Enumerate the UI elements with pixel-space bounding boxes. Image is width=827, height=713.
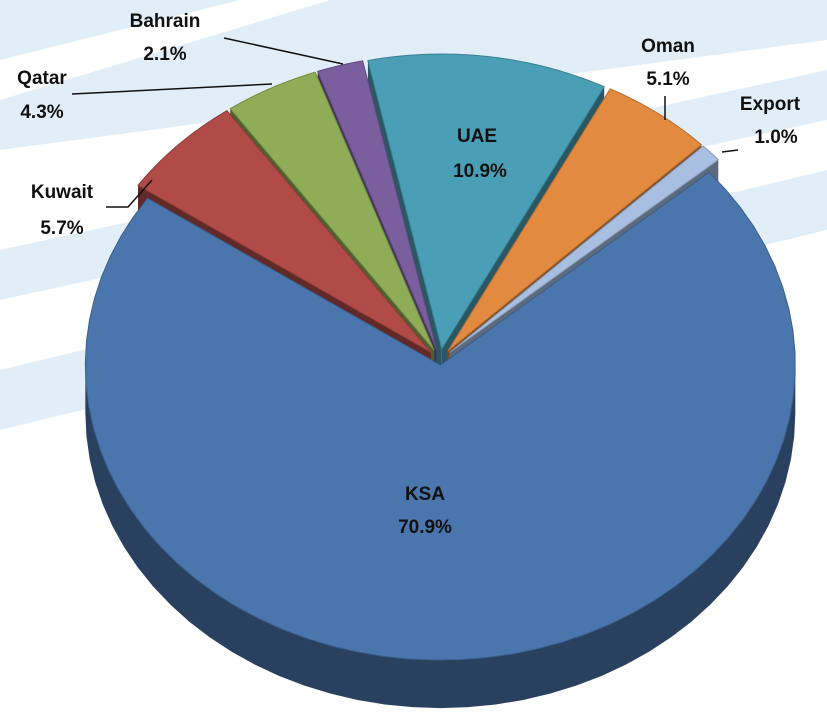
value-label: 10.9% xyxy=(453,161,507,182)
slice xyxy=(367,53,605,351)
value-label: 1.0% xyxy=(754,127,797,148)
value-label: 5.1% xyxy=(646,69,689,90)
labels: UAE 10.9% Oman 5.1% Export 1.0% KSA 70.9% Kuwait… xyxy=(17,11,801,538)
slice xyxy=(449,145,720,353)
category-label: Bahrain xyxy=(130,11,201,32)
slice xyxy=(137,110,432,353)
slice xyxy=(84,171,796,661)
pie-tops xyxy=(84,53,796,661)
slice-side xyxy=(85,365,796,709)
leader-line xyxy=(223,37,344,65)
category-label: Qatar xyxy=(17,68,67,89)
category-label: Oman xyxy=(641,36,695,57)
value-label: 70.9% xyxy=(398,517,452,538)
slice xyxy=(316,60,437,350)
value-label: 2.1% xyxy=(143,44,186,65)
leader-line xyxy=(106,179,153,208)
category-label: KSA xyxy=(405,484,445,505)
slice xyxy=(447,88,703,352)
leader-line xyxy=(721,149,739,153)
value-label: 4.3% xyxy=(20,102,63,123)
leader-line xyxy=(71,83,273,95)
category-label: UAE xyxy=(457,126,497,147)
value-label: 5.7% xyxy=(40,218,83,239)
category-label: Export xyxy=(740,94,801,115)
slice xyxy=(229,71,435,351)
category-label: Kuwait xyxy=(31,182,94,203)
